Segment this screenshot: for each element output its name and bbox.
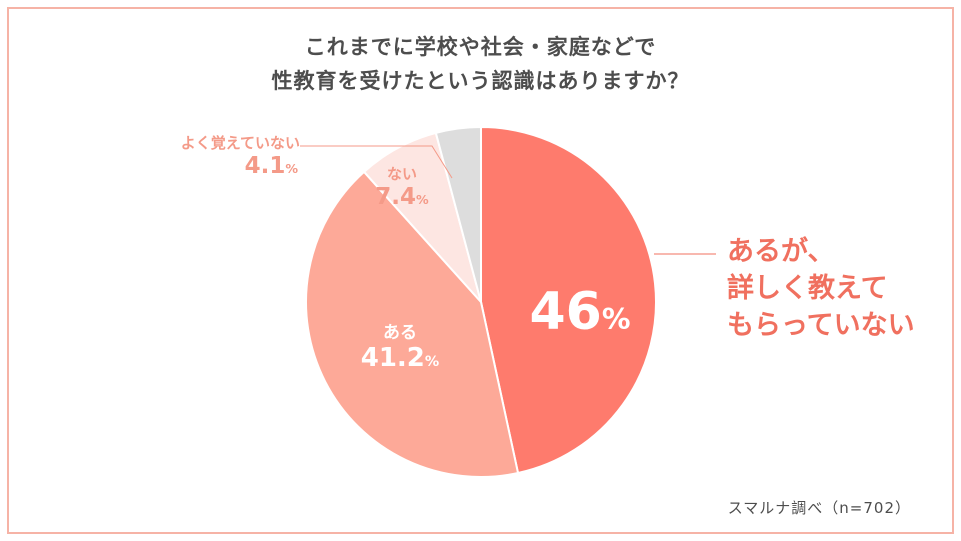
pie-slice-aru bbox=[305, 170, 520, 478]
slice-value-label-not-detailed: 46% bbox=[529, 282, 631, 342]
slice-category-nai: ない bbox=[386, 165, 417, 183]
pie-slice-not-detailed bbox=[480, 125, 657, 475]
chart-frame bbox=[7, 7, 954, 534]
slice-category-aru: ある bbox=[383, 323, 417, 343]
slice-label-nai: ない 7.4% bbox=[362, 163, 442, 210]
slice-value-aru: 41.2% bbox=[360, 343, 440, 373]
slice-label-aru: ある 41.2% bbox=[355, 318, 445, 373]
slice-value-yoku-oboeteinai: 4.1% bbox=[244, 153, 298, 179]
source-note: スマルナ調べ（n=702） bbox=[727, 499, 911, 517]
callout-line-2: 詳しく教えて bbox=[727, 273, 888, 304]
callout-line-1: あるが、 bbox=[727, 236, 835, 267]
callout-line-3: もらっていない bbox=[727, 310, 915, 341]
chart-title-line2: 性教育を受けたという認識はありますか？ bbox=[271, 69, 690, 93]
slice-category-not-detailed: あるが、 詳しく教えて もらっていない bbox=[727, 233, 915, 344]
leader-line-yoku-oboeteinai bbox=[300, 145, 453, 179]
chart-title-line1: これまでに学校や社会・家庭などで bbox=[304, 35, 657, 59]
slice-label-yoku-oboeteinai: よく覚えていない 4.1% bbox=[140, 132, 300, 179]
slice-value-nai: 7.4% bbox=[375, 184, 429, 210]
slice-category-yoku-oboeteinai: よく覚えていない bbox=[180, 134, 300, 152]
